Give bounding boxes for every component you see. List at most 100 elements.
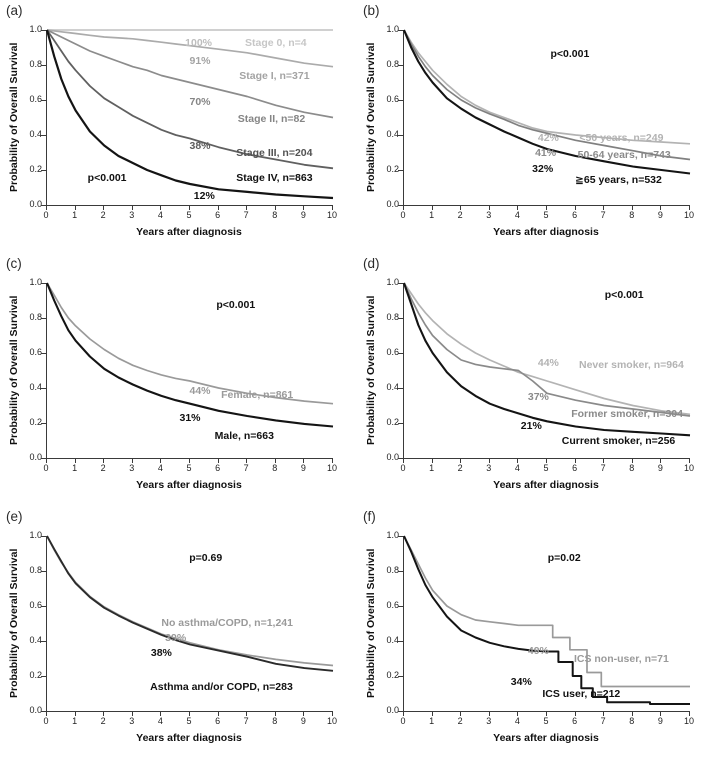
y-tick-label: 0.8 <box>386 312 399 322</box>
x-tick-mark <box>103 459 105 463</box>
x-tick-label: 7 <box>600 463 606 473</box>
x-tick-mark <box>631 459 633 463</box>
y-tick-mark <box>398 571 403 572</box>
x-tick-label: 1 <box>429 210 435 220</box>
curve-name-label: Male, n=663 <box>214 430 274 443</box>
x-tick-mark <box>103 206 105 210</box>
curve-percent-label: 70% <box>189 95 211 108</box>
curve-percent-label: 41% <box>535 146 557 159</box>
curve-percent-label: 42% <box>537 131 559 144</box>
x-tick-label: 9 <box>657 716 663 726</box>
curve-percent-label: 49% <box>527 644 549 657</box>
y-tick-label: 0.2 <box>386 164 399 174</box>
x-tick-label: 3 <box>129 210 135 220</box>
panel-d: (d) Probability of Overall Survival p<0.… <box>357 253 714 506</box>
x-tick-mark <box>160 206 162 210</box>
y-tick-label: 0.6 <box>386 347 399 357</box>
y-tick-label: 0.6 <box>386 94 399 104</box>
curve-percent-label: 38% <box>189 140 211 153</box>
curve-former-smoker <box>403 282 691 417</box>
x-tick-label: 10 <box>326 210 337 220</box>
curve-name-label: No asthma/COPD, n=1,241 <box>161 616 293 629</box>
x-tick-label: 6 <box>572 210 578 220</box>
curve-percent-label: 38% <box>150 647 172 660</box>
x-tick-label: 1 <box>72 210 78 220</box>
x-tick-mark <box>332 712 333 716</box>
x-tick-mark <box>488 712 490 716</box>
x-tick-mark <box>689 459 690 463</box>
curve-percent-label: 44% <box>537 356 559 369</box>
x-tick-mark <box>546 712 547 716</box>
y-tick-mark <box>398 318 403 319</box>
x-tick-label: 10 <box>683 210 694 220</box>
x-tick-label: 3 <box>129 463 135 473</box>
curve-male <box>46 282 334 428</box>
x-tick-label: 1 <box>429 463 435 473</box>
plot-a: p<0.001 100% Stage 0, n=4 91% Stage I, n=371… <box>45 29 334 206</box>
x-tick-label: 4 <box>157 716 163 726</box>
x-tick-label: 9 <box>300 716 306 726</box>
x-tick-mark <box>603 206 605 210</box>
y-tick-label: 0.0 <box>29 705 42 715</box>
x-tick-mark <box>660 206 662 210</box>
x-tick-label: 6 <box>215 716 221 726</box>
x-tick-label: 1 <box>72 716 78 726</box>
x-tick-label: 8 <box>629 716 635 726</box>
x-axis-title: Years after diagnosis <box>136 226 242 238</box>
y-tick-mark <box>398 458 403 459</box>
x-tick-label: 1 <box>72 463 78 473</box>
y-tick-mark <box>398 170 403 171</box>
x-tick-label: 2 <box>100 716 106 726</box>
x-tick-label: 0 <box>43 210 49 220</box>
x-tick-label: 7 <box>600 716 606 726</box>
x-tick-label: 0 <box>43 716 49 726</box>
y-tick-label: 0.2 <box>29 670 42 680</box>
x-tick-label: 3 <box>486 463 492 473</box>
plot-d: p<0.001 44% Never smoker, n=964 37% Former s… <box>403 282 691 459</box>
x-tick-mark <box>403 712 404 716</box>
x-tick-mark <box>189 459 190 463</box>
x-tick-label: 10 <box>683 716 694 726</box>
curve-percent-label: 91% <box>189 54 211 67</box>
x-axis-title: Years after diagnosis <box>493 732 599 744</box>
x-tick-mark <box>303 459 305 463</box>
x-tick-mark <box>631 712 633 716</box>
y-tick-label: 0.4 <box>386 382 399 392</box>
y-tick-label: 1.0 <box>386 530 399 540</box>
x-tick-mark <box>488 459 490 463</box>
x-tick-mark <box>131 459 133 463</box>
panel-letter-e: (e) <box>6 509 23 524</box>
y-tick-mark <box>398 606 403 607</box>
x-tick-label: 1 <box>429 716 435 726</box>
y-axis-title: Probability of Overall Survival <box>8 548 20 699</box>
x-tick-mark <box>274 459 276 463</box>
p-value-label: p<0.001 <box>550 47 590 60</box>
x-tick-mark <box>74 712 76 716</box>
curve-age-lt50 <box>403 29 691 145</box>
x-tick-label: 10 <box>326 716 337 726</box>
y-tick-label: 0.4 <box>386 129 399 139</box>
x-tick-mark <box>217 712 219 716</box>
x-tick-mark <box>517 712 519 716</box>
x-tick-mark <box>332 206 333 210</box>
km-curves-d <box>403 282 691 437</box>
y-tick-label: 0.2 <box>29 164 42 174</box>
curve-name-label: <50 years, n=249 <box>579 131 664 144</box>
y-tick-mark <box>41 423 46 424</box>
x-tick-mark <box>574 459 576 463</box>
y-tick-label: 0.0 <box>386 199 399 209</box>
x-tick-label: 9 <box>657 463 663 473</box>
curve-percent-label: 31% <box>179 411 201 424</box>
curve-stage-3 <box>46 29 334 170</box>
curve-name-label: Female, n=861 <box>221 389 294 401</box>
x-tick-mark <box>460 459 462 463</box>
curve-name-label: Stage IV, n=863 <box>236 171 313 184</box>
x-tick-label: 4 <box>514 716 520 726</box>
y-tick-mark <box>41 318 46 319</box>
y-tick-label: 0.8 <box>29 59 42 69</box>
x-tick-mark <box>660 459 662 463</box>
x-tick-mark <box>217 206 219 210</box>
curve-stage-2 <box>46 29 334 119</box>
x-tick-mark <box>46 712 47 716</box>
y-tick-mark <box>41 100 46 101</box>
